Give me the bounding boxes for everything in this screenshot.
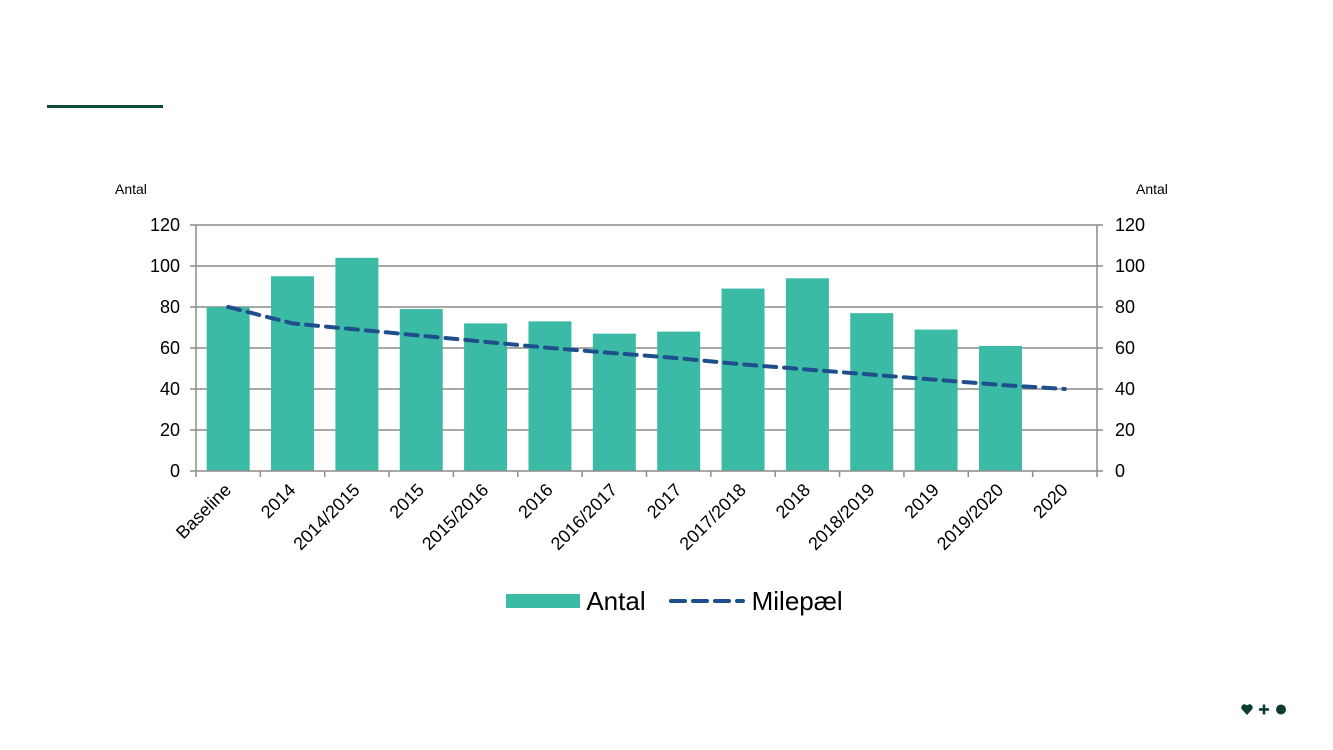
bar (206, 307, 250, 471)
milestone-line (226, 305, 1067, 391)
y-tick-label-left: 20 (160, 420, 180, 440)
title-accent-rule (47, 105, 163, 108)
bar (978, 345, 1022, 471)
y-tick-label-right: 60 (1115, 338, 1135, 358)
legend-swatch-milepael (668, 599, 745, 603)
x-tick-label: 2018 (772, 480, 814, 522)
x-tick-label: 2017 (643, 480, 685, 522)
bar (657, 331, 701, 471)
x-tick-label: 2014 (257, 480, 299, 522)
bar (850, 313, 894, 471)
x-tick-label: 2017/2018 (676, 480, 750, 554)
y-tick-label-right: 80 (1115, 297, 1135, 317)
legend-label-milepael: Milepæl (751, 586, 843, 616)
y-tick-label-left: 100 (150, 256, 180, 276)
legend-item-antal: Antal (506, 586, 646, 616)
y-tick-label-right: 40 (1115, 379, 1135, 399)
x-tick-label: 2019 (900, 480, 942, 522)
bar (785, 278, 829, 471)
bar (914, 329, 958, 471)
x-tick-label: 2016/2017 (547, 480, 621, 554)
x-tick-label: 2016 (514, 480, 556, 522)
x-tick-label: 2019/2020 (933, 480, 1007, 554)
y-axis-label-left: Antal (115, 181, 147, 197)
x-tick-label: 2018/2019 (804, 480, 878, 554)
x-tick-label: 2015/2016 (418, 480, 492, 554)
x-tick-label: 2015 (386, 480, 428, 522)
y-tick-label-left: 120 (150, 215, 180, 235)
legend-swatch-antal (506, 594, 581, 608)
y-tick-label-right: 100 (1115, 256, 1145, 276)
y-tick-label-right: 120 (1115, 215, 1145, 235)
legend-item-milepael: Milepæl (668, 586, 843, 616)
x-tick-label: Baseline (172, 480, 235, 543)
heart-plus-dot-logo-icon (1241, 704, 1286, 715)
chart-legend: Antal Milepæl (8, 583, 1333, 619)
bar (592, 333, 636, 471)
x-tick-label: 2014/2015 (289, 480, 363, 554)
bar (464, 323, 508, 471)
bar (721, 288, 765, 471)
y-tick-label-left: 0 (170, 461, 180, 481)
y-axis-label-right: Antal (1136, 181, 1168, 197)
y-tick-label-right: 0 (1115, 461, 1125, 481)
x-tick-label: 2020 (1029, 480, 1071, 522)
bar (528, 321, 572, 471)
y-tick-label-left: 40 (160, 379, 180, 399)
bar (271, 276, 315, 471)
y-tick-label-left: 60 (160, 338, 180, 358)
y-tick-label-left: 80 (160, 297, 180, 317)
legend-label-antal: Antal (586, 586, 646, 616)
bar (335, 257, 379, 471)
y-tick-label-right: 20 (1115, 420, 1135, 440)
